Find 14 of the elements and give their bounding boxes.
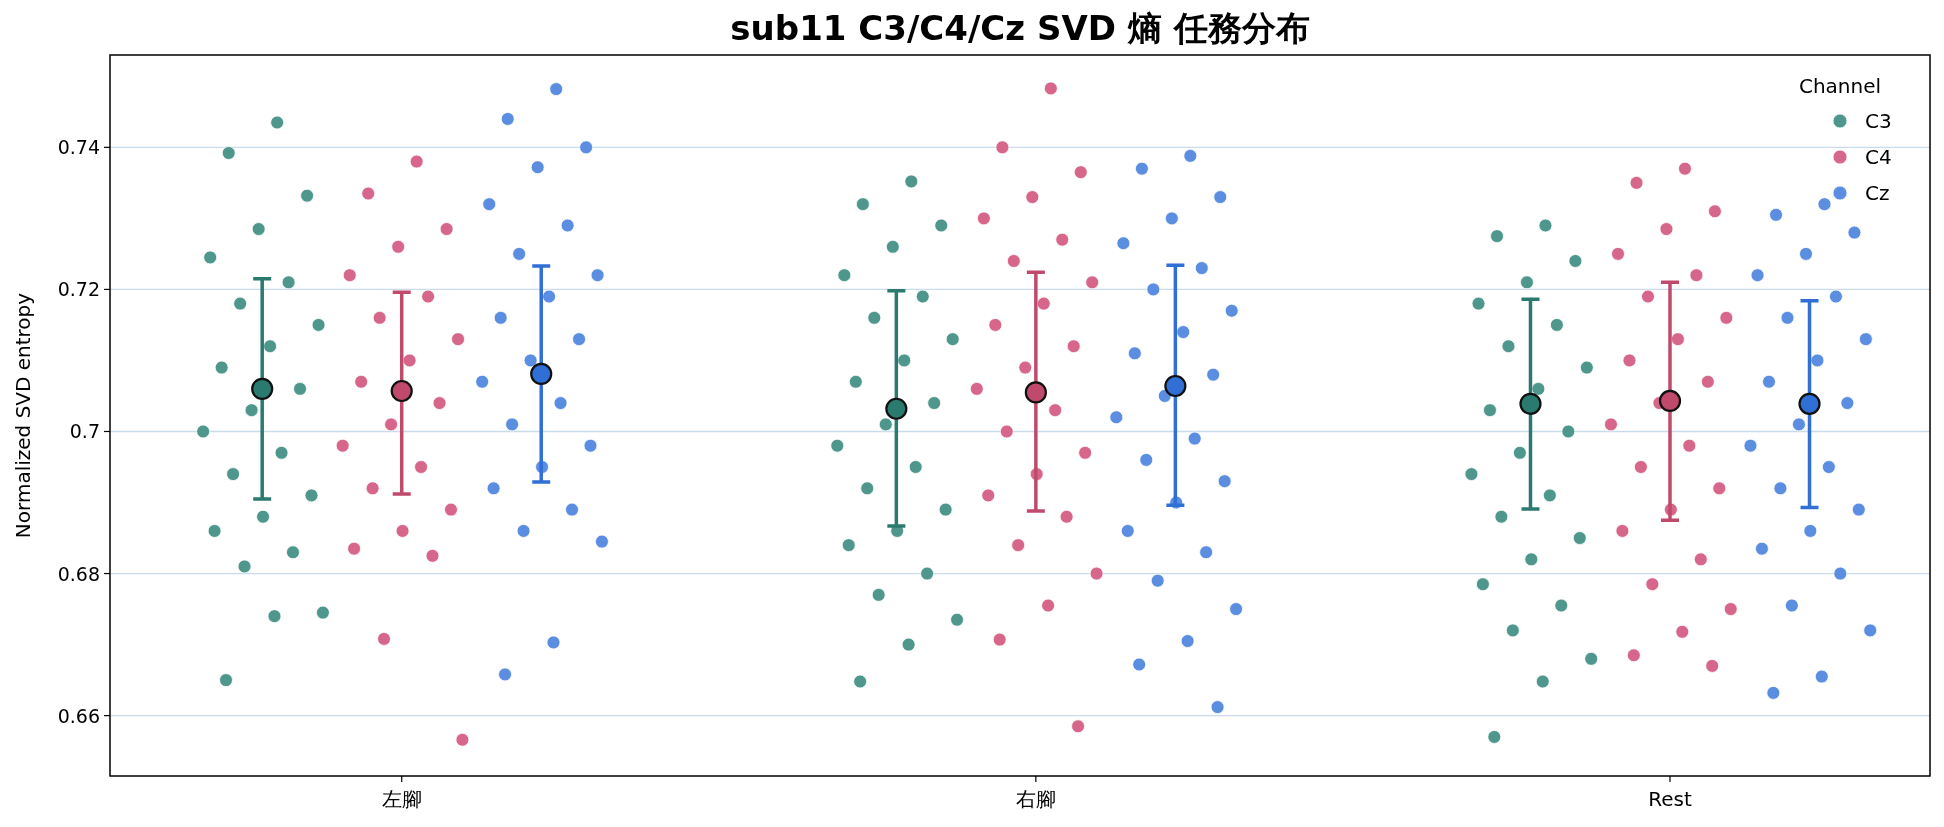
x-tick-label: 右腳 xyxy=(1015,787,1056,811)
y-tick-label: 0.74 xyxy=(57,136,100,159)
legend-label: C4 xyxy=(1865,145,1892,169)
x-tick-label: Rest xyxy=(1648,787,1692,811)
y-tick-label: 0.7 xyxy=(69,420,100,443)
x-tick-label: 左腳 xyxy=(381,787,422,811)
legend-label: C3 xyxy=(1865,109,1892,133)
y-tick-label: 0.68 xyxy=(57,562,100,585)
legend-label: Cz xyxy=(1865,181,1890,205)
chart-title: sub11 C3/C4/Cz SVD 熵 任務分布 xyxy=(730,8,1310,48)
y-axis-title: Normalized SVD entropy xyxy=(11,292,35,539)
legend-title: Channel xyxy=(1798,74,1882,98)
y-tick-label: 0.66 xyxy=(57,704,100,727)
y-tick-label: 0.72 xyxy=(57,278,100,301)
